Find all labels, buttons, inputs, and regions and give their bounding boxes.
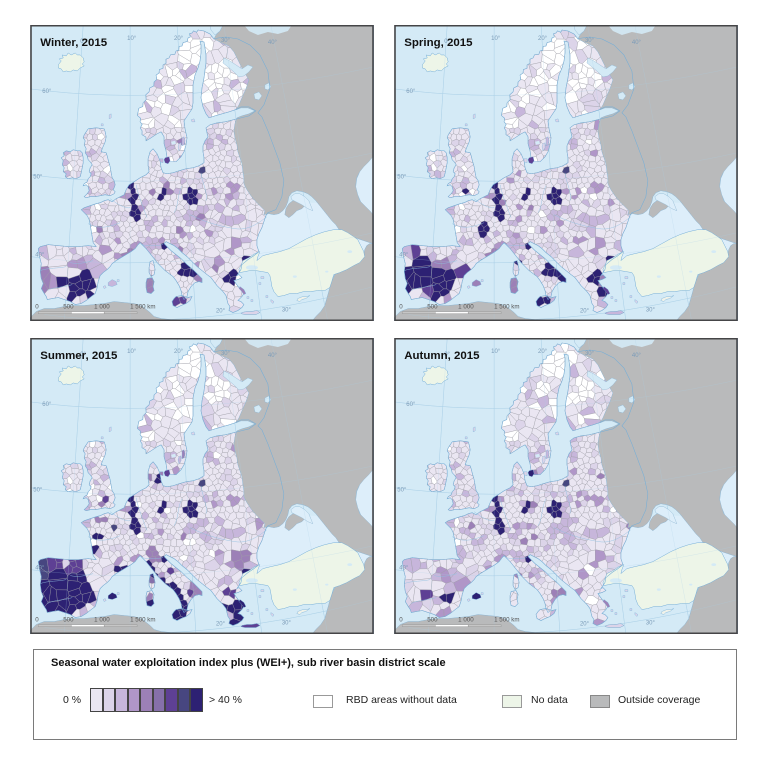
svg-text:Autumn, 2015: Autumn, 2015 [404,350,480,362]
svg-text:Summer, 2015: Summer, 2015 [40,350,118,362]
svg-text:Spring, 2015: Spring, 2015 [404,37,473,49]
svg-text:Winter, 2015: Winter, 2015 [40,37,107,49]
